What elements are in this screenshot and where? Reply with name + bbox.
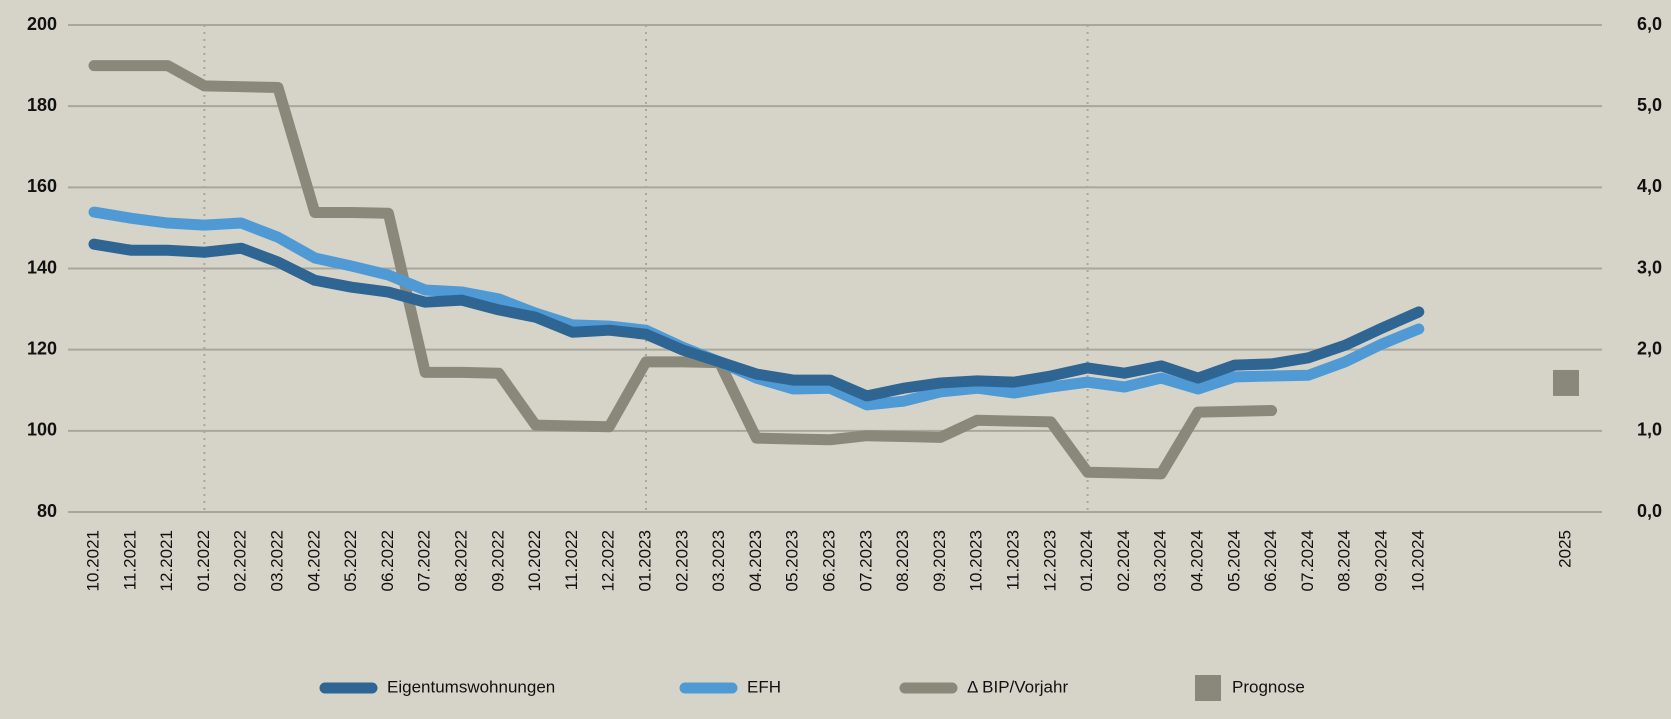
x-tick-label: 01.2022: [194, 530, 213, 591]
x-tick-label: 10.2022: [525, 530, 544, 591]
x-tick-label: 09.2024: [1371, 530, 1390, 591]
x-tick-label: 07.2022: [415, 530, 434, 591]
x-tick-label: 10.2024: [1408, 530, 1427, 591]
x-tick-label: 2025: [1555, 530, 1574, 568]
x-tick-label: 03.2024: [1151, 530, 1170, 591]
x-tick-label: 04.2022: [304, 530, 323, 591]
prognose-marker: [1553, 369, 1579, 396]
legend-label: Prognose: [1232, 677, 1305, 696]
y-tick-label: 100: [27, 420, 57, 440]
x-tick-label: 04.2023: [746, 530, 765, 591]
x-tick-label: 02.2023: [672, 530, 691, 591]
x-tick-label: 08.2023: [893, 530, 912, 591]
x-tick-label: 09.2022: [488, 530, 507, 591]
x-tick-label: 03.2023: [709, 530, 728, 591]
x-tick-label: 12.2022: [599, 530, 618, 591]
y2-tick-label: 5,0: [1637, 95, 1662, 115]
y2-tick-label: 6,0: [1637, 14, 1662, 34]
x-tick-label: 06.2023: [819, 530, 838, 591]
y2-tick-label: 4,0: [1637, 176, 1662, 196]
x-tick-label: 11.2022: [562, 530, 581, 590]
y2-tick-label: 2,0: [1637, 338, 1662, 358]
legend-swatch: [1195, 675, 1221, 701]
x-tick-label: 02.2022: [231, 530, 250, 591]
x-tick-label: 05.2022: [341, 530, 360, 591]
x-tick-label: 11.2023: [1003, 530, 1022, 590]
legend-label: Eigentumswohnungen: [387, 677, 555, 696]
y-tick-label: 160: [27, 176, 57, 196]
x-tick-label: 01.2024: [1077, 530, 1096, 591]
x-tick-label: 05.2023: [783, 530, 802, 591]
series-line: [88, 60, 1278, 480]
legend-label: Δ BIP/Vorjahr: [967, 677, 1068, 696]
y-tick-label: 180: [27, 95, 57, 115]
x-tick-label: 07.2024: [1298, 530, 1317, 591]
x-tick-label: 12.2021: [157, 530, 176, 591]
x-tick-label: 01.2023: [635, 530, 654, 591]
x-tick-label: 07.2023: [856, 530, 875, 591]
x-tick-label: 06.2022: [378, 530, 397, 591]
x-tick-label: 06.2024: [1261, 530, 1280, 591]
x-tick-label: 10.2021: [83, 530, 102, 591]
y-tick-label: 120: [27, 338, 57, 358]
y2-tick-label: 1,0: [1637, 420, 1662, 440]
x-tick-label: 03.2022: [267, 530, 286, 591]
x-tick-label: 10.2023: [967, 530, 986, 591]
x-tick-label: 12.2023: [1040, 530, 1059, 591]
y2-tick-label: 0,0: [1637, 501, 1662, 521]
x-tick-label: 11.2021: [120, 530, 139, 590]
y-tick-label: 140: [27, 257, 57, 277]
y2-tick-label: 3,0: [1637, 257, 1662, 277]
x-tick-label: 02.2024: [1114, 530, 1133, 591]
y-tick-label: 200: [27, 14, 57, 34]
series-line: [88, 238, 1425, 402]
x-tick-label: 08.2024: [1335, 530, 1354, 591]
x-tick-label: 05.2024: [1224, 530, 1243, 591]
x-tick-label: 09.2023: [930, 530, 949, 591]
x-tick-label: 08.2022: [451, 530, 470, 591]
y-tick-label: 80: [37, 501, 57, 521]
legend-label: EFH: [747, 677, 781, 696]
x-tick-label: 04.2024: [1187, 530, 1206, 591]
